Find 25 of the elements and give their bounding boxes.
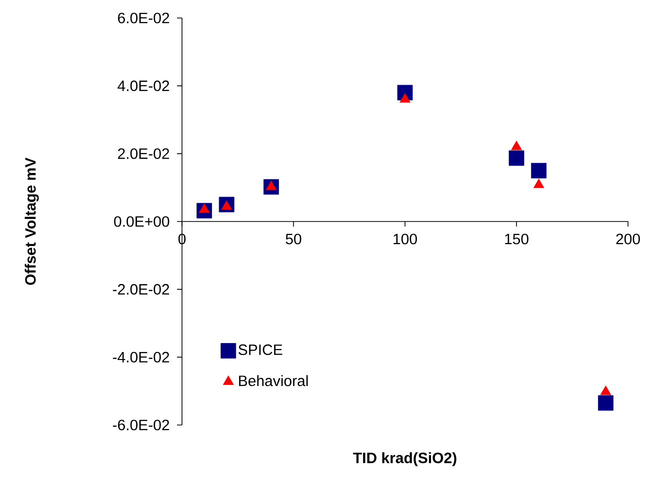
point xyxy=(533,178,544,188)
y-tick-label: 0.0E+00 xyxy=(114,216,170,227)
legend-label: SPICE xyxy=(238,344,282,356)
x-axis-title: TID krad(SiO2) xyxy=(353,452,456,466)
x-tick-label: 150 xyxy=(505,234,528,244)
point xyxy=(266,180,277,190)
y-tick-label: 4.0E-02 xyxy=(118,80,170,92)
y-tick-label: -6.0E-02 xyxy=(112,420,170,430)
point xyxy=(531,162,547,178)
point xyxy=(400,93,410,103)
y-tick-label: 6.0E-02 xyxy=(118,12,170,24)
y-tick-label: -4.0E-02 xyxy=(112,352,170,362)
x-tick-label: 200 xyxy=(616,234,640,244)
x-tick-label: 50 xyxy=(286,234,302,244)
point xyxy=(598,395,614,411)
point xyxy=(600,386,612,395)
point xyxy=(198,203,210,213)
y-axis-title: Offset Voltage mV xyxy=(24,158,39,285)
x-tick-label: 100 xyxy=(394,234,417,244)
y-tick-label: -2.0E-02 xyxy=(112,284,170,295)
point xyxy=(511,140,522,150)
point xyxy=(221,200,232,210)
point xyxy=(508,150,524,166)
legend-label: Behavioral xyxy=(239,375,308,386)
y-tick-label: 2.0E-02 xyxy=(118,148,170,159)
